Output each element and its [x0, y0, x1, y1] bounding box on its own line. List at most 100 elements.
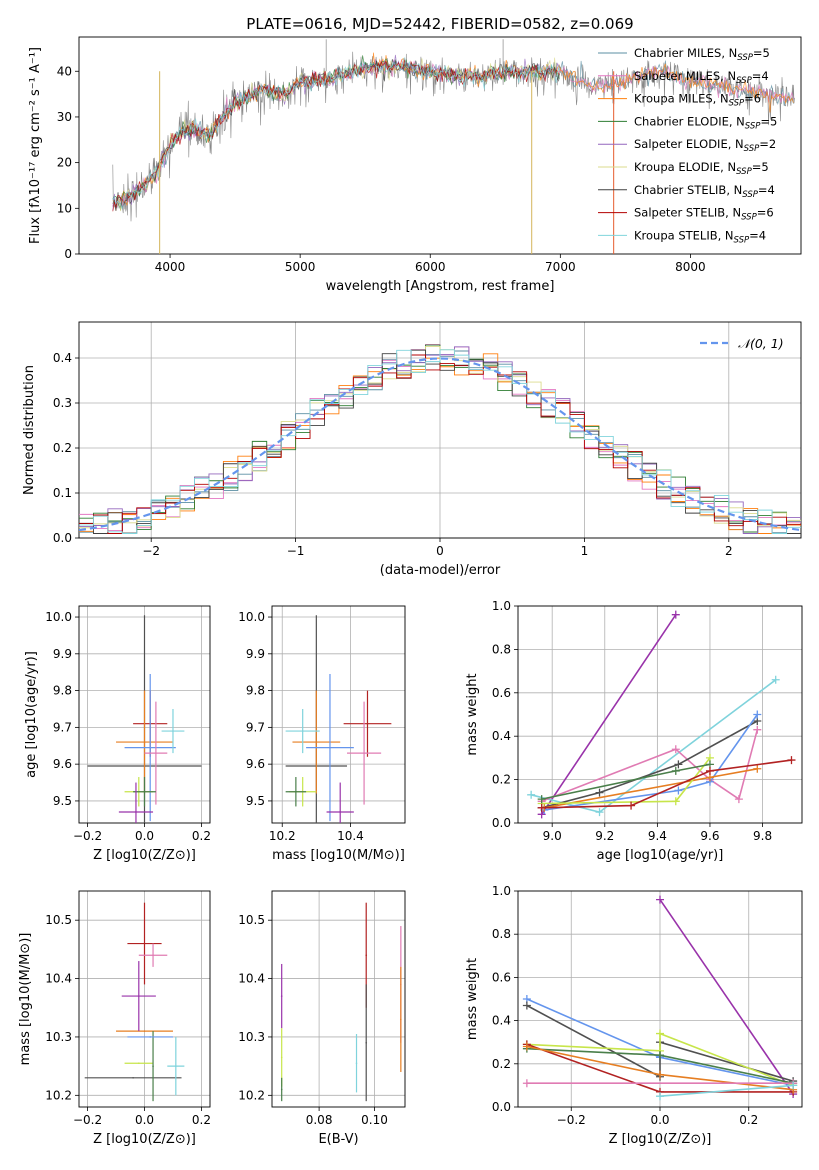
axes-frame: [78, 321, 802, 539]
plot-area: [527, 610, 796, 819]
x-tick-label: 9.4: [648, 829, 667, 843]
data-point: [155, 752, 157, 754]
weight-marker: [671, 797, 680, 806]
weight-marker: [537, 795, 546, 804]
weight-series-line: [526, 1004, 794, 1082]
y-tick-label: 0.4: [492, 1014, 511, 1028]
data-point: [135, 811, 137, 813]
data-point: [143, 741, 146, 743]
weight-marker: [656, 1029, 664, 1038]
y-tick-label: 10.2: [45, 1088, 72, 1102]
y-tick-label: 10: [57, 201, 72, 215]
x-tick-label: 2: [725, 544, 733, 558]
weight-series-line: [530, 679, 777, 813]
weight-marker: [527, 790, 536, 799]
legend-entry-main: Chabrier ELODIE, N: [634, 114, 745, 128]
y-axis-label: mass weight: [465, 673, 480, 755]
legend-entry-subscript: SSP: [736, 76, 752, 86]
x-tick-label: 8000: [675, 260, 706, 274]
residual-histogram: [79, 345, 801, 529]
data-point: [365, 954, 368, 957]
age-vs-mass-panel: 10.2 10.4 9.5 9.6 9.7 9.8 9.9 10.0 mass [log10(M…: [238, 605, 406, 863]
legend-entry-value: =4: [749, 228, 766, 242]
legend-entry: Chabrier MILES, NSSP=5: [634, 46, 770, 63]
model-spectrum-line: [112, 57, 560, 210]
data-point: [363, 752, 365, 754]
y-tick-label: 1.0: [492, 599, 511, 613]
x-tick-label: −2: [142, 544, 160, 558]
legend-entry: Kroupa STELIB, NSSP=4: [634, 228, 766, 245]
plot-area: [87, 615, 202, 823]
data-point: [152, 954, 154, 957]
data-point: [280, 1056, 283, 1059]
x-tick-label: −0.2: [73, 829, 102, 843]
legend-entry-subscript: SSP: [744, 144, 760, 154]
axes-frame: [271, 605, 406, 824]
model-spectrum-line: [112, 58, 560, 212]
y-tick-label: 10.4: [238, 972, 265, 986]
y-tick-label: 10.3: [45, 1030, 72, 1044]
weight-marker: [656, 1051, 664, 1060]
y-axis-label: mass weight: [465, 958, 480, 1040]
residual-histogram: [79, 349, 801, 534]
axes-frame: [78, 890, 211, 1108]
x-axis-label: (data-model)/error: [380, 563, 501, 578]
legend-entry-main: Salpeter STELIB, N: [634, 206, 741, 220]
y-tick-label: 10.4: [45, 972, 72, 986]
x-tick-label: 9.6: [700, 829, 719, 843]
weight-marker: [753, 725, 762, 734]
axes-frame: [271, 890, 406, 1108]
data-point: [295, 790, 297, 793]
y-tick-label: 10.3: [238, 1030, 265, 1044]
y-tick-label: 10.0: [45, 610, 72, 624]
legend-entry-value: =5: [753, 46, 770, 60]
y-tick-label: 9.8: [53, 684, 72, 698]
x-tick-label: 1: [581, 544, 589, 558]
x-tick-label: 10.4: [337, 829, 364, 843]
weight-marker: [771, 675, 780, 684]
y-tick-label: 0.2: [492, 773, 511, 787]
weight-marker: [671, 745, 680, 754]
y-tick-label: 0.6: [492, 970, 511, 984]
x-tick-label: 0.2: [192, 829, 211, 843]
weight-marker: [627, 801, 636, 810]
weight-marker: [656, 1092, 664, 1101]
data-point: [132, 1077, 134, 1079]
x-tick-label: 0: [436, 544, 444, 558]
legend-entry-subscript: SSP: [741, 213, 757, 223]
plot-area: [79, 343, 801, 534]
legend-entry: Salpeter MILES, NSSP=4: [634, 69, 769, 86]
data-point: [138, 1062, 140, 1065]
legend-entry: Kroupa ELODIE, NSSP=5: [634, 160, 769, 177]
data-point: [152, 1065, 154, 1067]
weight-vs-age-panel: 9.0 9.2 9.4 9.6 9.8 0.0 0.2 0.4 0.6 0.8 1.0 age [lo…: [465, 599, 803, 863]
data-point: [172, 730, 174, 732]
weight-marker: [537, 803, 546, 812]
weight-series-line: [541, 759, 792, 809]
spectrum-panel: 4000 5000 6000 7000 8000 0 10 20 30 40 wavelength …: [28, 36, 802, 294]
weight-series-line: [659, 1084, 794, 1097]
legend-entry-main: Salpeter ELODIE, N: [634, 137, 744, 151]
legend-entry-main: Chabrier MILES, N: [634, 46, 737, 60]
weight-marker: [671, 766, 680, 775]
data-point: [149, 746, 151, 749]
y-tick-label: 30: [57, 110, 72, 124]
model-spectrum-line: [112, 57, 560, 212]
weight-marker: [787, 756, 796, 765]
model-spectrum-line: [112, 59, 794, 210]
x-tick-label: 0.0: [650, 1113, 669, 1127]
plot-area: [280, 902, 402, 1102]
x-axis-label: wavelength [Angstrom, rest frame]: [326, 279, 555, 294]
weight-marker: [522, 1042, 531, 1051]
legend-entry: Chabrier STELIB, NSSP=4: [634, 183, 775, 200]
y-tick-label: 0.4: [492, 729, 511, 743]
x-tick-label: −1: [287, 544, 305, 558]
plot-area: [84, 902, 185, 1102]
y-tick-label: 20: [57, 156, 72, 170]
x-tick-label: 4000: [155, 260, 186, 274]
weight-series-line: [541, 614, 677, 815]
x-axis-label: mass [log10(M/M⊙)]: [272, 848, 405, 863]
y-tick-label: 10.2: [238, 1088, 265, 1102]
y-tick-label: 1.0: [492, 884, 511, 898]
